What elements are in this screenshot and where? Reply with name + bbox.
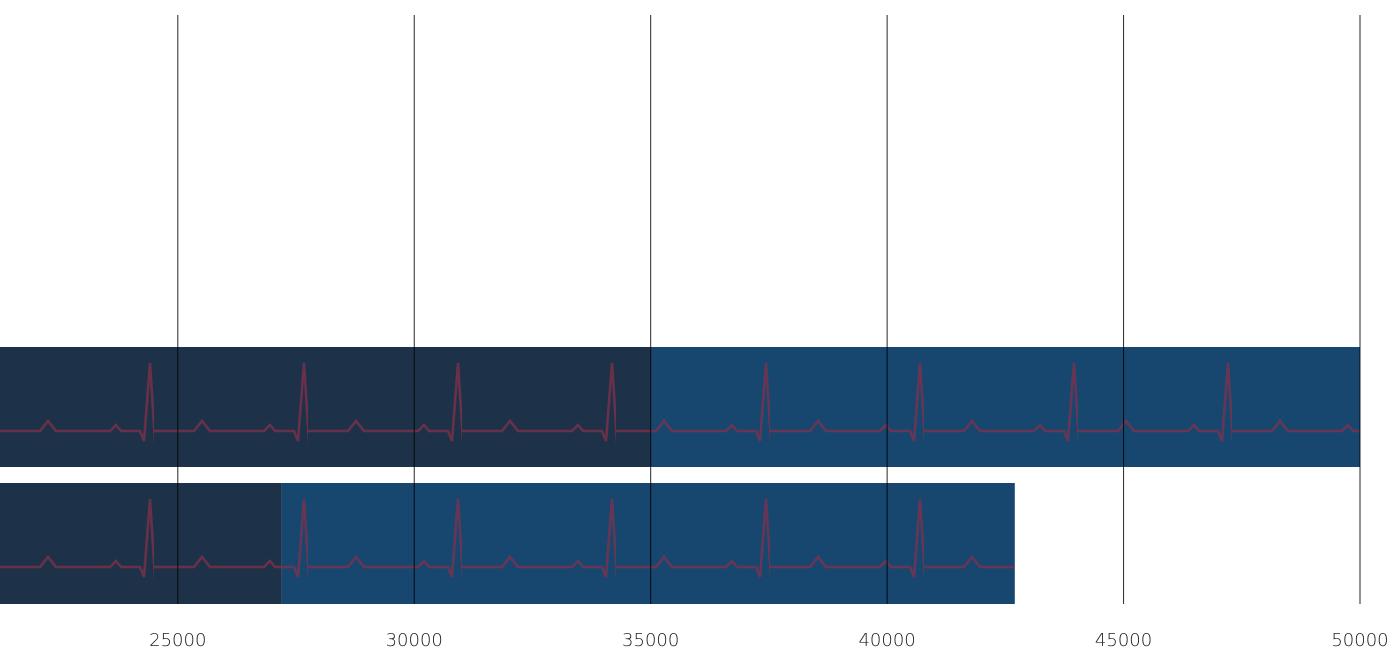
overlay: 25000 30000 35000 40000 45000 50000 <box>149 15 1389 651</box>
bars <box>0 347 1360 604</box>
x-tick-label: 50000 <box>1331 630 1388 651</box>
x-tick-label: 25000 <box>149 630 206 651</box>
ecg-texture <box>0 347 1360 467</box>
x-tick-label: 30000 <box>386 630 443 651</box>
x-tick-label: 40000 <box>858 630 915 651</box>
x-tick-label: 35000 <box>622 630 679 651</box>
ecg-texture <box>0 483 1015 604</box>
x-tick-label: 45000 <box>1095 630 1152 651</box>
